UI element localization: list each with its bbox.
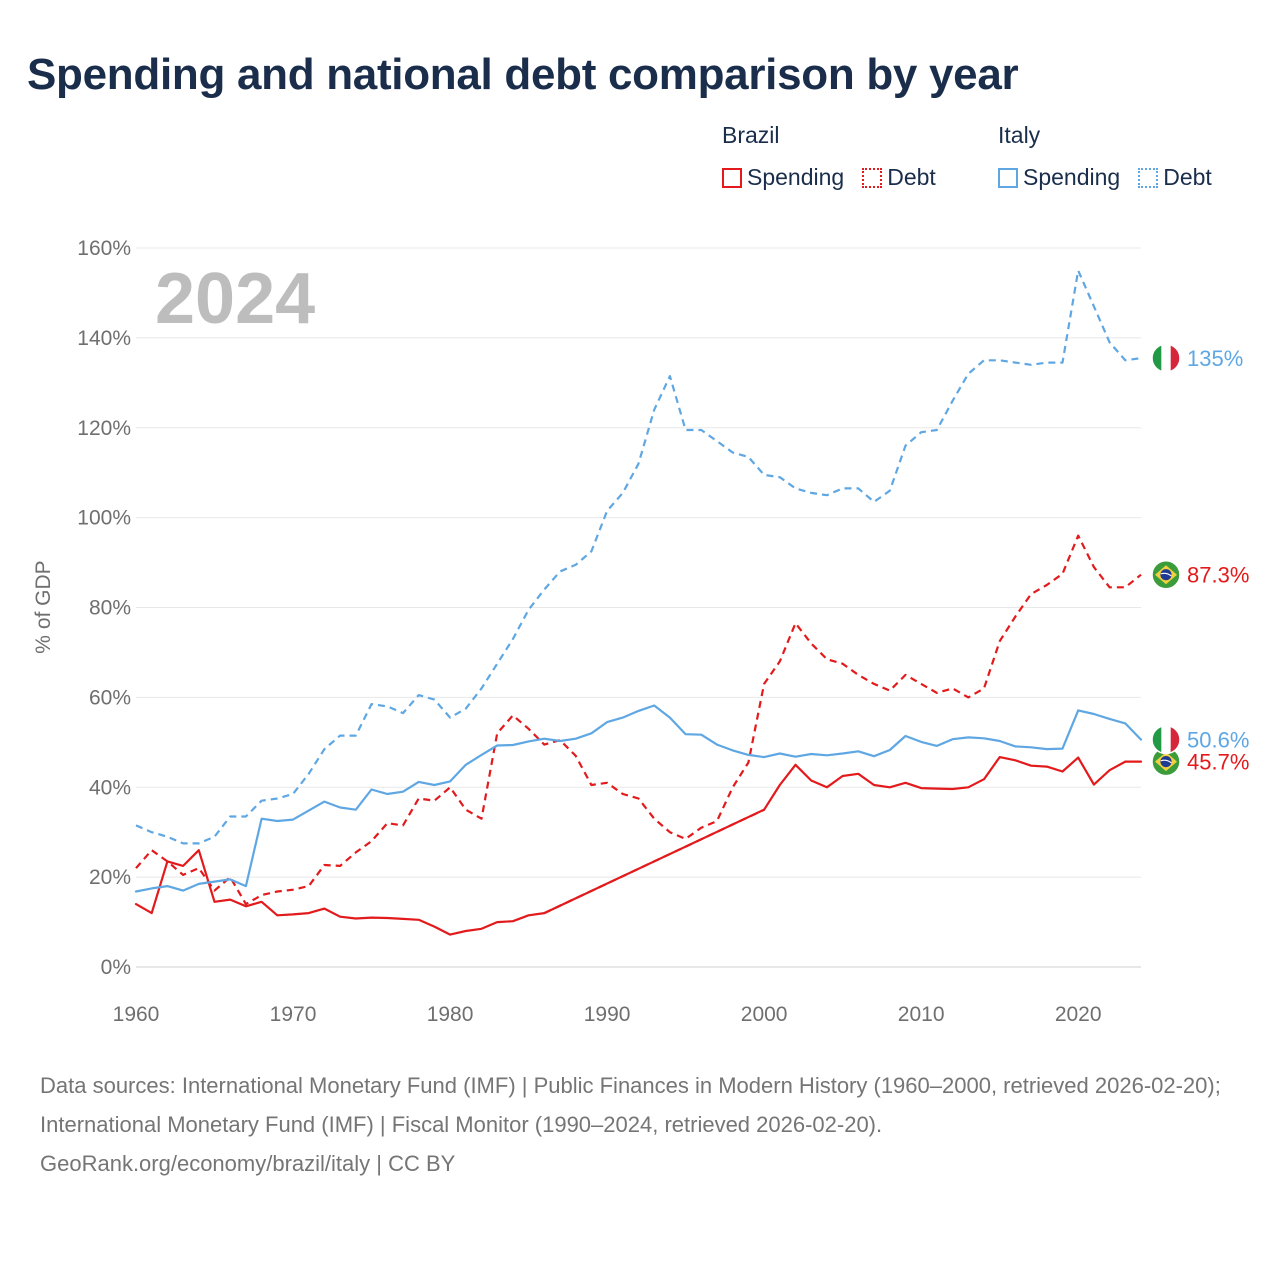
footer-credit[interactable]: GeoRank.org/economy/brazil/italy | CC BY (40, 1151, 456, 1176)
legend-item-brazil-spending[interactable]: Spending (722, 164, 844, 191)
chart-title: Spending and national debt comparison by… (27, 50, 1019, 99)
series-lines (134, 269, 1143, 936)
x-tick-label: 1970 (270, 1003, 317, 1026)
legend-swatch-dotted (862, 167, 883, 188)
legend-item-italy-debt[interactable]: Debt (1138, 164, 1212, 191)
x-tick-label: 1990 (584, 1003, 631, 1026)
end-value-label: 50.6% (1187, 728, 1249, 753)
line-chart: 0%20%40%60%80%100%120%140%160% 1960 1970 1… (32, 237, 1249, 1026)
legend-item-brazil-debt[interactable]: Debt (862, 164, 936, 191)
flag-icon-brazil (1151, 746, 1181, 777)
y-tick-label: 160% (77, 237, 131, 260)
x-tick-label: 1980 (427, 1003, 474, 1026)
x-tick-label: 2020 (1055, 1003, 1102, 1026)
x-tick-label: 2010 (898, 1003, 945, 1026)
legend-label: Debt (887, 164, 936, 190)
end-value-label: 87.3% (1187, 563, 1249, 588)
legend-label: Debt (1163, 164, 1212, 190)
footer: Data sources: International Monetary Fun… (40, 1066, 1250, 1183)
legend-group-brazil: Brazil Spending Debt (722, 122, 954, 191)
gridlines (136, 247, 1141, 968)
y-tick-label: 40% (89, 776, 131, 799)
x-tick-label: 1960 (113, 1003, 160, 1026)
series-gap-bridge (543, 808, 765, 915)
y-tick-label: 20% (89, 866, 131, 889)
y-tick-label: 120% (77, 417, 131, 440)
legend-label: Spending (1023, 164, 1121, 190)
series-line-brazil-spending[interactable] (134, 756, 1143, 936)
legend-swatch-dotted (1138, 167, 1159, 188)
y-tick-label: 80% (89, 597, 131, 620)
y-tick-label: 140% (77, 327, 131, 350)
end-markers: 45.7% 87.3% 50.6% 135% (1151, 343, 1249, 777)
y-tick-label: 0% (101, 956, 131, 979)
end-value-label: 135% (1187, 346, 1243, 371)
legend-country-brazil: Brazil (722, 122, 780, 148)
y-tick-label: 60% (89, 686, 131, 709)
series-line-italy-debt[interactable] (135, 269, 1142, 845)
series-line-brazil-debt[interactable] (135, 534, 1142, 906)
legend-country-italy: Italy (998, 122, 1041, 148)
end-value-label: 45.7% (1187, 750, 1249, 775)
year-watermark: 2024 (155, 259, 315, 339)
legend-swatch-solid (722, 167, 742, 188)
y-axis-title: % of GDP (32, 560, 55, 653)
series-line-italy-spending[interactable] (134, 704, 1143, 893)
legend-group-italy: Italy Spending Debt (998, 122, 1212, 191)
y-tick-label: 100% (77, 507, 131, 530)
legend-label: Spending (747, 164, 845, 190)
x-axis-ticks: 1960 1970 1980 1990 2000 2010 2020 (113, 1003, 1102, 1026)
flag-icon-italy (1151, 724, 1181, 755)
flag-icon-brazil (1151, 559, 1181, 590)
legend-swatch-solid (998, 167, 1018, 188)
legend-item-italy-spending[interactable]: Spending (998, 164, 1120, 191)
flag-icon-italy (1151, 343, 1181, 373)
y-axis-ticks: 0% 20% 40% 60% 80% 100% 120% 140% 160% (77, 237, 131, 979)
x-tick-label: 2000 (741, 1003, 788, 1026)
footer-sources: Data sources: International Monetary Fun… (40, 1073, 1221, 1137)
